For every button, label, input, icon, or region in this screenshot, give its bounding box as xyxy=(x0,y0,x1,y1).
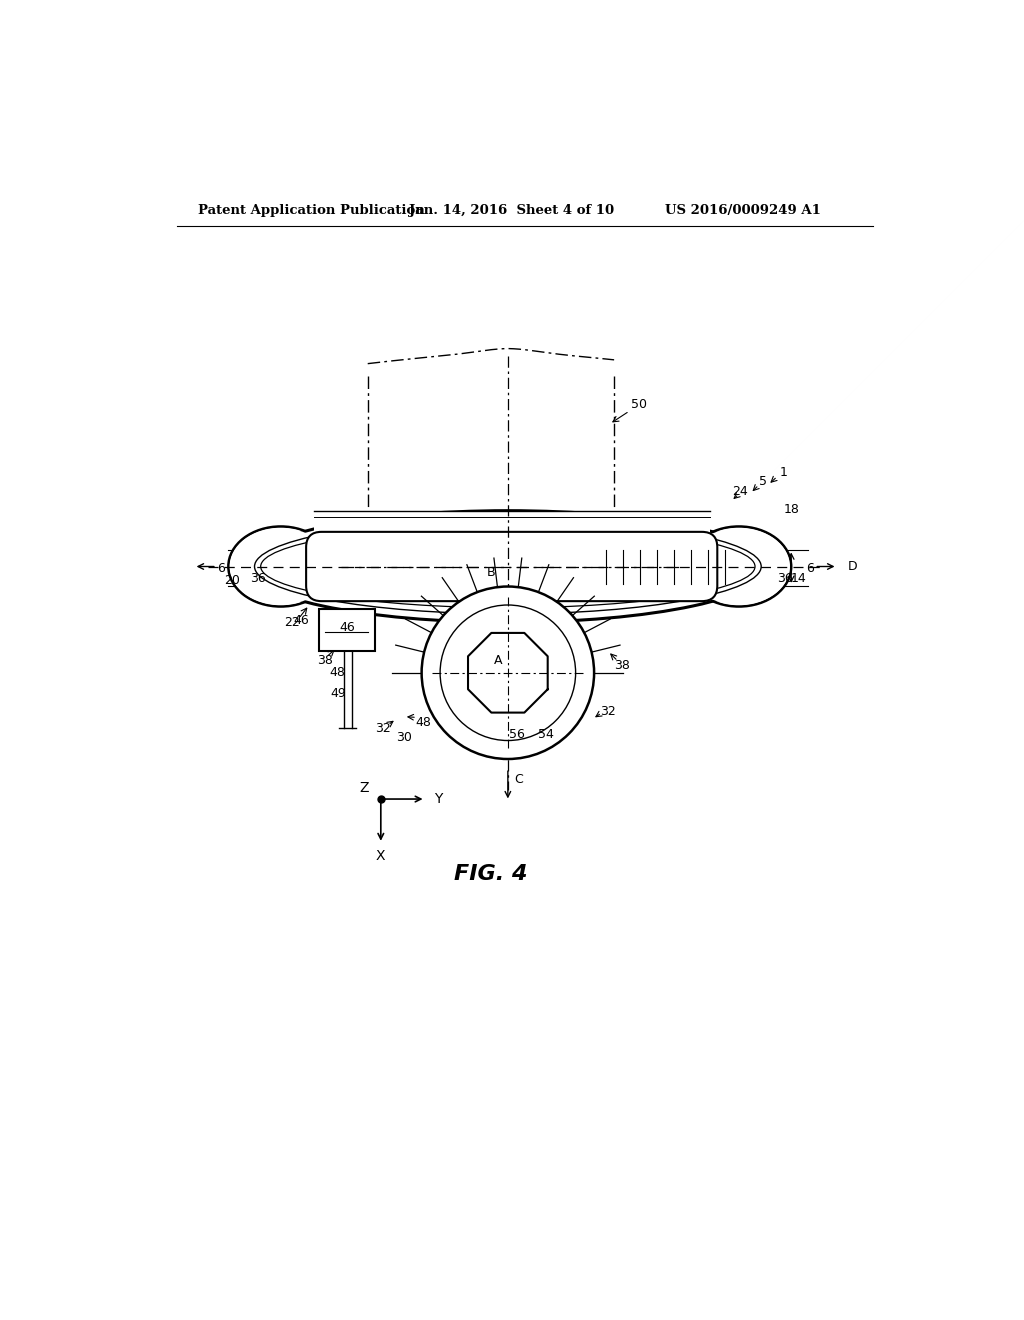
Text: 48: 48 xyxy=(415,715,431,729)
Text: Patent Application Publication: Patent Application Publication xyxy=(199,205,425,218)
Text: 49: 49 xyxy=(331,686,346,700)
Ellipse shape xyxy=(688,528,790,605)
Text: 48: 48 xyxy=(329,667,345,680)
Text: 14: 14 xyxy=(792,572,807,585)
Bar xyxy=(313,511,710,533)
Bar xyxy=(319,609,375,651)
Text: 6: 6 xyxy=(806,561,814,574)
Ellipse shape xyxy=(686,527,792,607)
Text: 50: 50 xyxy=(631,399,647,412)
Text: 18: 18 xyxy=(783,503,799,516)
Text: A: A xyxy=(495,653,503,667)
Circle shape xyxy=(422,586,594,759)
Text: 46: 46 xyxy=(294,614,309,627)
Text: 56: 56 xyxy=(509,727,525,741)
Text: 54: 54 xyxy=(539,727,554,741)
Ellipse shape xyxy=(255,519,761,614)
Text: Z: Z xyxy=(359,781,369,795)
Ellipse shape xyxy=(246,511,770,622)
Text: 38: 38 xyxy=(613,659,630,672)
Circle shape xyxy=(440,605,575,741)
Text: 1: 1 xyxy=(779,466,787,479)
FancyBboxPatch shape xyxy=(306,532,717,601)
Text: 24: 24 xyxy=(732,484,749,498)
Text: US 2016/0009249 A1: US 2016/0009249 A1 xyxy=(665,205,821,218)
Text: 20: 20 xyxy=(224,574,241,587)
Text: D: D xyxy=(848,560,858,573)
Ellipse shape xyxy=(230,528,332,605)
Text: 36: 36 xyxy=(777,572,793,585)
Text: 5: 5 xyxy=(760,475,768,488)
Text: 30: 30 xyxy=(396,731,412,744)
Text: B: B xyxy=(486,566,496,579)
Text: 32: 32 xyxy=(375,722,391,735)
Text: C: C xyxy=(514,772,523,785)
Text: 32: 32 xyxy=(600,705,615,718)
Text: X: X xyxy=(376,849,386,863)
Text: Jan. 14, 2016  Sheet 4 of 10: Jan. 14, 2016 Sheet 4 of 10 xyxy=(410,205,614,218)
Text: 38: 38 xyxy=(316,653,333,667)
Text: 46: 46 xyxy=(339,622,354,635)
Text: 22: 22 xyxy=(285,616,300,630)
Text: 36: 36 xyxy=(251,572,266,585)
Ellipse shape xyxy=(228,527,333,607)
Text: FIG. 4: FIG. 4 xyxy=(455,865,527,884)
Text: 6: 6 xyxy=(217,561,225,574)
Text: Y: Y xyxy=(433,792,442,807)
